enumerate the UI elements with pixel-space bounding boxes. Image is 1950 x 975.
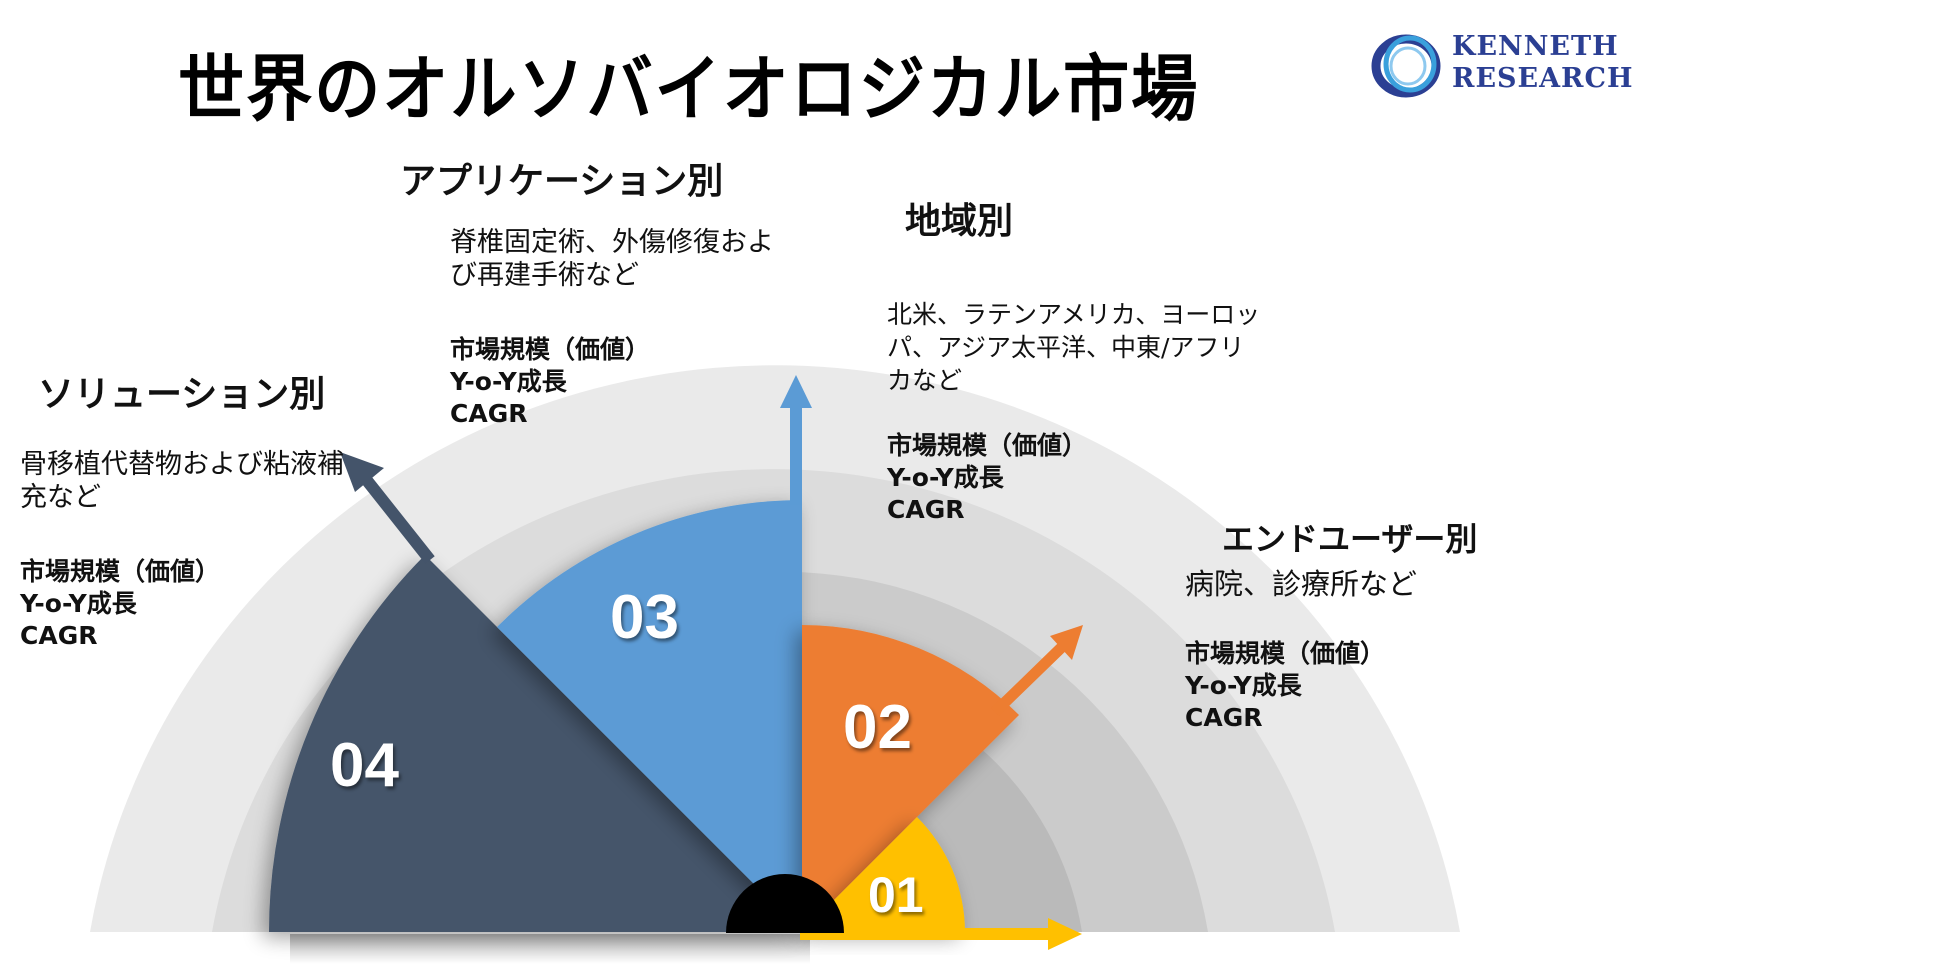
metric-market-size: 市場規模（価値） bbox=[450, 335, 651, 364]
center-hub bbox=[726, 874, 844, 933]
application-metrics: 市場規模（価値） Y-o-Y成長 CAGR bbox=[450, 334, 650, 430]
application-description: 脊椎固定術、外傷修復および再建手術など bbox=[450, 227, 774, 291]
segment-04-number: 04 bbox=[330, 731, 399, 800]
region-heading: 地域別 bbox=[905, 201, 1014, 242]
segment-04-wedge bbox=[268, 555, 802, 932]
metric-cagr: CAGR bbox=[450, 399, 528, 428]
kenneth-research-logo: KENNETH RESEARCH bbox=[1370, 28, 1634, 100]
metric-cagr: CAGR bbox=[1185, 703, 1263, 732]
segment-02-arrow bbox=[991, 625, 1083, 716]
metric-yoy-growth: Y-o-Y成長 bbox=[450, 367, 567, 396]
segment-01-arrow bbox=[800, 918, 1082, 950]
metric-market-size: 市場規模（価値） bbox=[20, 557, 221, 586]
solution-heading: ソリューション別 bbox=[38, 374, 326, 415]
end-user-description: 病院、診療所など bbox=[1185, 567, 1418, 601]
logo-text-line1: KENNETH bbox=[1452, 31, 1619, 62]
metric-yoy-growth: Y-o-Y成長 bbox=[20, 589, 137, 618]
metric-cagr: CAGR bbox=[20, 621, 98, 650]
swirl-ring-logo-icon bbox=[1371, 34, 1441, 98]
metric-yoy-growth: Y-o-Y成長 bbox=[887, 463, 1004, 492]
metric-market-size: 市場規模（価値） bbox=[887, 431, 1088, 460]
solution-metrics: 市場規模（価値） Y-o-Y成長 CAGR bbox=[20, 556, 220, 652]
end-user-heading: エンドユーザー別 bbox=[1222, 520, 1478, 558]
segment-04-arrow bbox=[340, 452, 435, 564]
metric-cagr: CAGR bbox=[887, 495, 965, 524]
page-title: 世界のオルソバイオロジカル市場 bbox=[178, 47, 1200, 131]
segment-03-number: 03 bbox=[610, 583, 679, 652]
segment-01-wedge bbox=[802, 817, 965, 932]
application-heading: アプリケーション別 bbox=[400, 161, 724, 202]
logo-text-line2: RESEARCH bbox=[1452, 63, 1634, 94]
segment-03-arrow bbox=[780, 375, 812, 505]
solution-description: 骨移植代替物および粘液補充など bbox=[20, 449, 344, 513]
region-description: 北米、ラテンアメリカ、ヨーロッパ、アジア太平洋、中東/アフリカなど bbox=[887, 300, 1261, 395]
segment-02-number: 02 bbox=[843, 693, 912, 762]
region-metrics: 市場規模（価値） Y-o-Y成長 CAGR bbox=[887, 430, 1087, 526]
segment-01-number: 01 bbox=[868, 867, 924, 923]
segment-02-wedge bbox=[802, 625, 1019, 932]
metric-yoy-growth: Y-o-Y成長 bbox=[1185, 671, 1302, 700]
segment-03-wedge bbox=[497, 500, 802, 932]
metric-market-size: 市場規模（価値） bbox=[1185, 639, 1386, 668]
end-user-metrics: 市場規模（価値） Y-o-Y成長 CAGR bbox=[1185, 638, 1385, 734]
floor-shadow bbox=[290, 934, 810, 964]
